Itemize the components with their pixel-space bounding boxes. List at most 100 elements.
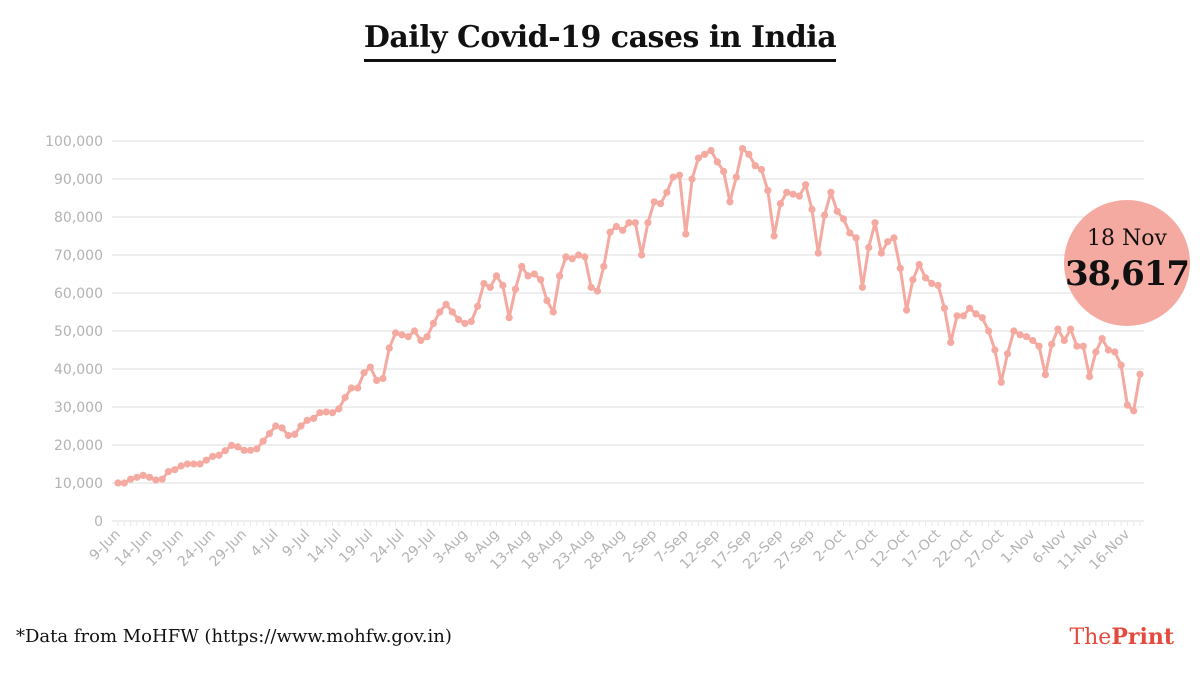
- data-point: [297, 422, 305, 430]
- x-tick-label: 29-Jul: [399, 527, 439, 567]
- data-point: [511, 285, 520, 293]
- data-point: [587, 283, 595, 291]
- data-point: [429, 319, 438, 327]
- data-point: [1016, 331, 1024, 339]
- data-point: [139, 471, 147, 479]
- data-point: [322, 408, 330, 416]
- data-point: [417, 336, 425, 345]
- data-point: [953, 312, 961, 320]
- data-point: [152, 476, 160, 484]
- source-note: *Data from MoHFW (https://www.mohfw.gov.…: [16, 626, 452, 647]
- data-point: [209, 452, 217, 460]
- data-point: [385, 344, 393, 352]
- data-point: [776, 200, 785, 208]
- data-point: [1117, 361, 1125, 369]
- data-point: [543, 297, 551, 305]
- data-point: [1003, 350, 1012, 358]
- data-point: [631, 219, 639, 227]
- data-point: [473, 302, 482, 310]
- data-point: [480, 279, 488, 288]
- data-point: [656, 200, 665, 208]
- data-point: [720, 167, 728, 175]
- data-point: [902, 306, 911, 314]
- data-point: [612, 222, 620, 231]
- data-point: [202, 456, 210, 464]
- y-tick-label: 0: [94, 514, 103, 530]
- y-tick-label: 30,000: [54, 400, 103, 416]
- data-point: [751, 162, 759, 170]
- data-point: [1136, 370, 1144, 378]
- data-point: [789, 190, 797, 198]
- data-point: [1041, 371, 1049, 379]
- data-point: [537, 276, 545, 284]
- data-point: [852, 234, 860, 242]
- x-tick-label: 3-Aug: [430, 527, 470, 567]
- data-point: [606, 228, 614, 236]
- data-point: [991, 346, 999, 354]
- data-point: [909, 276, 917, 284]
- data-point: [896, 264, 904, 272]
- data-point: [947, 338, 955, 346]
- data-point: [694, 154, 702, 162]
- data-point: [726, 198, 734, 206]
- data-point: [562, 253, 570, 261]
- data-point: [928, 279, 936, 288]
- data-point: [688, 175, 696, 183]
- data-point: [814, 249, 822, 257]
- logo-print: Print: [1111, 624, 1174, 650]
- data-point: [644, 219, 652, 227]
- data-point: [713, 158, 721, 166]
- data-point: [518, 262, 526, 270]
- data-point: [1022, 333, 1031, 341]
- data-point: [436, 308, 444, 316]
- data-point: [373, 376, 381, 384]
- data-point: [1029, 336, 1037, 345]
- x-tick-label: 14-Jul: [305, 527, 345, 567]
- data-point: [1079, 342, 1087, 350]
- data-point: [398, 331, 406, 339]
- data-point: [619, 226, 627, 234]
- y-tick-label: 100,000: [45, 134, 103, 150]
- y-tick-label: 50,000: [54, 324, 103, 340]
- data-point: [404, 333, 412, 341]
- data-point: [549, 308, 557, 316]
- data-point: [738, 145, 747, 153]
- data-point: [1060, 336, 1068, 345]
- data-point: [505, 314, 513, 322]
- data-point: [492, 272, 501, 280]
- data-point: [625, 219, 633, 227]
- data-point: [265, 430, 274, 438]
- data-point: [764, 186, 772, 194]
- data-point: [1104, 346, 1113, 354]
- data-point: [215, 451, 223, 459]
- data-point: [581, 253, 589, 261]
- data-point: [1010, 327, 1018, 335]
- data-point: [177, 462, 185, 470]
- data-point: [253, 445, 261, 453]
- data-point: [663, 188, 671, 196]
- data-point: [171, 466, 179, 474]
- data-point: [890, 234, 898, 242]
- y-tick-label: 60,000: [54, 286, 103, 302]
- data-point: [1130, 407, 1138, 415]
- x-tick-label: 2-Sep: [620, 526, 660, 566]
- data-point: [915, 260, 923, 269]
- data-point: [467, 317, 475, 326]
- data-point: [328, 409, 337, 417]
- x-tick-label: 2-Oct: [811, 526, 850, 565]
- data-point: [574, 251, 583, 259]
- data-point: [732, 173, 740, 181]
- data-point: [871, 219, 879, 227]
- data-point: [335, 405, 343, 413]
- data-point: [291, 430, 299, 438]
- data-point: [240, 446, 248, 454]
- data-point: [865, 243, 873, 251]
- data-point: [190, 460, 198, 468]
- data-point: [568, 255, 576, 263]
- data-point: [379, 374, 387, 383]
- data-point: [145, 473, 154, 481]
- data-point: [997, 378, 1005, 386]
- data-point: [158, 475, 166, 483]
- callout-value: 38,617: [1064, 254, 1190, 294]
